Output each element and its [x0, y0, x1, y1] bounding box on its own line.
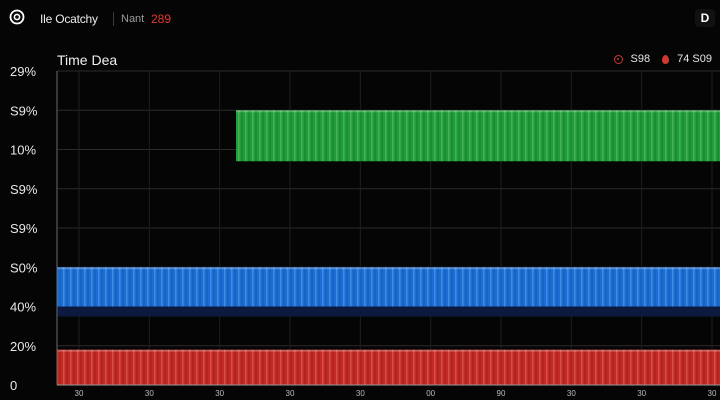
- status-value-b: 74 S09: [677, 53, 712, 65]
- x-tick-label: 30: [286, 389, 295, 398]
- y-tick-label: S9%: [10, 221, 38, 236]
- y-tick-label: 0: [10, 378, 17, 393]
- x-tick-label: 30: [708, 389, 717, 398]
- chart-title: Time Dea: [57, 52, 118, 68]
- x-tick-label: 00: [426, 389, 435, 398]
- record-icon: [613, 54, 623, 64]
- y-tick-label: S9%: [10, 103, 38, 118]
- x-tick-label: 30: [637, 389, 646, 398]
- band-texture-red: [57, 349, 720, 385]
- y-tick-label: 10%: [10, 143, 36, 158]
- x-tick-label: 90: [497, 389, 506, 398]
- band-highlight-green: [236, 110, 720, 113]
- status-indicators: S98 74 S09: [613, 53, 712, 65]
- menu-button[interactable]: D: [695, 9, 715, 27]
- app-title: Ile Ocatchy: [40, 12, 98, 26]
- header-divider: [113, 12, 114, 26]
- x-tick-label: 30: [567, 389, 576, 398]
- band-highlight-red: [57, 349, 720, 352]
- band-texture-blue: [57, 267, 720, 307]
- user-label: Nant: [121, 13, 145, 25]
- drop-icon: [662, 54, 670, 64]
- x-tick-label: 30: [145, 389, 154, 398]
- status-value-a: S98: [630, 53, 651, 65]
- y-tick-label: S9%: [10, 182, 38, 197]
- band-shadow-blue: [57, 306, 720, 317]
- y-tick-label: 20%: [10, 339, 36, 354]
- x-tick-label: 30: [75, 389, 84, 398]
- x-tick-label: 30: [215, 389, 224, 398]
- top-bar: Ile Ocatchy Nant 289 D: [0, 0, 720, 36]
- band-highlight-blue: [57, 267, 720, 270]
- user-count: 289: [151, 12, 172, 26]
- y-tick-label: S0%: [10, 260, 38, 275]
- target-icon: [9, 9, 25, 25]
- band-texture-green: [236, 110, 720, 162]
- y-tick-label: 29%: [10, 64, 36, 79]
- y-tick-label: 40%: [10, 300, 36, 315]
- x-tick-label: 30: [356, 389, 365, 398]
